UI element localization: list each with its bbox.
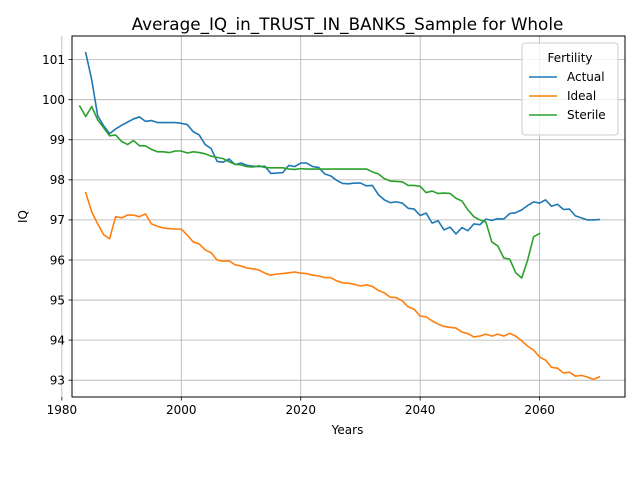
legend: Fertility Actual Ideal Sterile <box>521 42 619 136</box>
y-axis-label: IQ <box>16 210 30 223</box>
legend-label-sterile: Sterile <box>567 108 606 122</box>
series-lines <box>78 51 601 381</box>
plot-frame <box>71 35 626 398</box>
series-line-sterile <box>78 105 541 279</box>
y-tick-label: 97 <box>50 213 65 227</box>
legend-box <box>521 42 619 136</box>
y-tick-label: 94 <box>50 333 65 347</box>
legend-label-ideal: Ideal <box>567 89 596 103</box>
x-tick-label: 2000 <box>166 403 197 417</box>
chart-title: Average_IQ_in_TRUST_IN_BANKS_Sample for … <box>132 14 564 35</box>
y-tick-label: 100 <box>42 93 65 107</box>
grid <box>61 36 625 397</box>
axis-ticks: 1980 2000 2020 2040 2060 93 94 95 96 97 98 99 100 101 <box>42 53 555 417</box>
x-tick-label: 1980 <box>47 403 78 417</box>
y-tick-label: 101 <box>42 53 65 67</box>
y-tick-label: 98 <box>50 173 65 187</box>
y-tick-label: 93 <box>50 373 65 387</box>
x-tick-label: 2060 <box>524 403 555 417</box>
y-tick-label: 96 <box>50 253 65 267</box>
legend-label-actual: Actual <box>567 70 605 84</box>
x-tick-label: 2020 <box>285 403 316 417</box>
x-tick-label: 2040 <box>405 403 436 417</box>
x-axis-label: Years <box>331 423 364 437</box>
series-line-actual <box>84 51 601 235</box>
y-tick-label: 95 <box>50 293 65 307</box>
legend-title: Fertility <box>547 51 592 65</box>
legend-entries: Actual Ideal Sterile <box>529 70 606 122</box>
y-tick-label: 99 <box>50 133 65 147</box>
series-line-ideal <box>84 191 601 381</box>
